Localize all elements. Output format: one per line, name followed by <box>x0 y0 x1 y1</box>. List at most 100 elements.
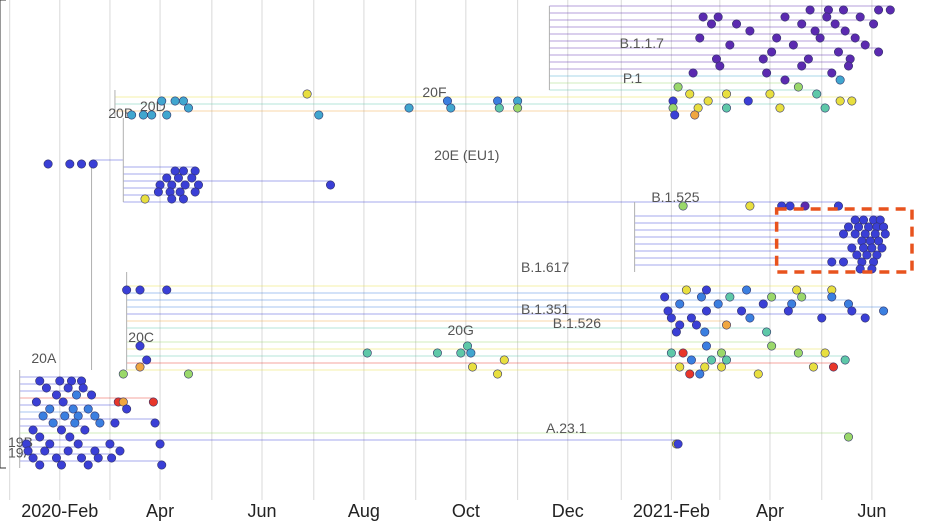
tip-point <box>783 306 793 316</box>
tip-point <box>35 432 45 442</box>
tip-point <box>110 418 120 428</box>
tip-point <box>178 96 188 106</box>
tip-point <box>722 103 732 113</box>
tip-point <box>742 285 752 295</box>
tip-point <box>874 47 884 57</box>
tip-point <box>173 173 183 183</box>
tree-branches <box>19 5 891 468</box>
tip-point <box>859 215 869 225</box>
x-tick-label: Oct <box>452 501 480 521</box>
tip-point <box>686 355 696 365</box>
tip-point <box>803 54 813 64</box>
highlight-box <box>774 207 914 274</box>
tip-point <box>513 103 523 113</box>
tip-point <box>815 33 825 43</box>
tip-point <box>666 348 676 358</box>
clade-label: 20B <box>108 105 133 121</box>
tip-point <box>681 285 691 295</box>
tip-point <box>162 285 172 295</box>
tip-point <box>135 341 145 351</box>
tip-point <box>879 306 889 316</box>
tip-point <box>95 418 105 428</box>
tip-point <box>80 425 90 435</box>
tip-point <box>70 418 80 428</box>
tip-point <box>838 257 848 267</box>
tip-point <box>138 110 148 120</box>
tip-point <box>56 425 66 435</box>
x-axis-tick-labels: 2020-Feb Apr Jun Aug Oct Dec 2021-Feb Apr Jun <box>21 501 886 521</box>
tip-point <box>860 313 870 323</box>
tip-point <box>715 61 725 71</box>
tip-point <box>28 453 38 463</box>
x-tick-label: Dec <box>552 501 584 521</box>
tip-point <box>670 110 680 120</box>
tip-point <box>847 243 857 253</box>
tip-points <box>21 5 895 470</box>
tip-point <box>68 404 78 414</box>
tip-point <box>45 404 55 414</box>
tip-point <box>840 355 850 365</box>
clade-label: 20F <box>422 84 446 100</box>
tip-point <box>745 201 755 211</box>
tip-point <box>785 201 795 211</box>
tip-point <box>685 89 695 99</box>
tip-point <box>850 229 860 239</box>
tip-point <box>187 173 197 183</box>
tip-point <box>147 110 157 120</box>
tip-point <box>178 194 188 204</box>
tip-point <box>404 103 414 113</box>
tip-point <box>788 40 798 50</box>
tip-point <box>838 5 848 15</box>
tip-point <box>65 159 75 169</box>
tip-point <box>717 362 727 372</box>
tip-point <box>118 369 128 379</box>
tip-point <box>847 96 857 106</box>
tip-point <box>844 222 854 232</box>
tip-point <box>40 446 50 456</box>
tip-point <box>713 12 723 22</box>
tip-point <box>122 404 132 414</box>
tip-point <box>817 313 827 323</box>
tip-point <box>812 89 822 99</box>
tip-point <box>701 306 711 316</box>
tip-point <box>797 61 807 71</box>
tip-point <box>150 418 160 428</box>
tip-point <box>73 439 83 449</box>
x-tick-label: Jun <box>247 501 276 521</box>
tip-point <box>178 166 188 176</box>
tip-point <box>60 411 70 421</box>
tip-point <box>696 292 706 302</box>
tip-point <box>494 103 504 113</box>
tip-point <box>157 96 167 106</box>
tip-point <box>63 383 73 393</box>
tip-point <box>155 439 165 449</box>
tip-point <box>792 285 802 295</box>
tip-point <box>55 376 65 386</box>
tip-point <box>691 320 701 330</box>
clade-label: B.1.617 <box>521 259 569 275</box>
tip-point <box>698 12 708 22</box>
tip-point <box>673 439 683 449</box>
tip-point <box>325 180 335 190</box>
tip-point <box>690 110 700 120</box>
tip-point <box>869 19 879 29</box>
tip-point <box>122 285 132 295</box>
tip-point <box>302 89 312 99</box>
tip-point <box>157 460 167 470</box>
tip-point <box>758 299 768 309</box>
tip-point <box>706 355 716 365</box>
tip-point <box>45 439 55 449</box>
x-tick-label: Apr <box>756 501 784 521</box>
tip-point <box>867 243 877 253</box>
tip-point <box>701 285 711 295</box>
tip-point <box>713 299 723 309</box>
tip-point <box>183 369 193 379</box>
tip-point <box>847 306 857 316</box>
tip-point <box>170 96 180 106</box>
tip-point <box>41 383 51 393</box>
tip-point <box>93 453 103 463</box>
gridlines <box>9 0 873 500</box>
clade-label: B.1.1.7 <box>620 35 665 51</box>
tip-point <box>107 453 117 463</box>
tip-point <box>822 12 832 22</box>
